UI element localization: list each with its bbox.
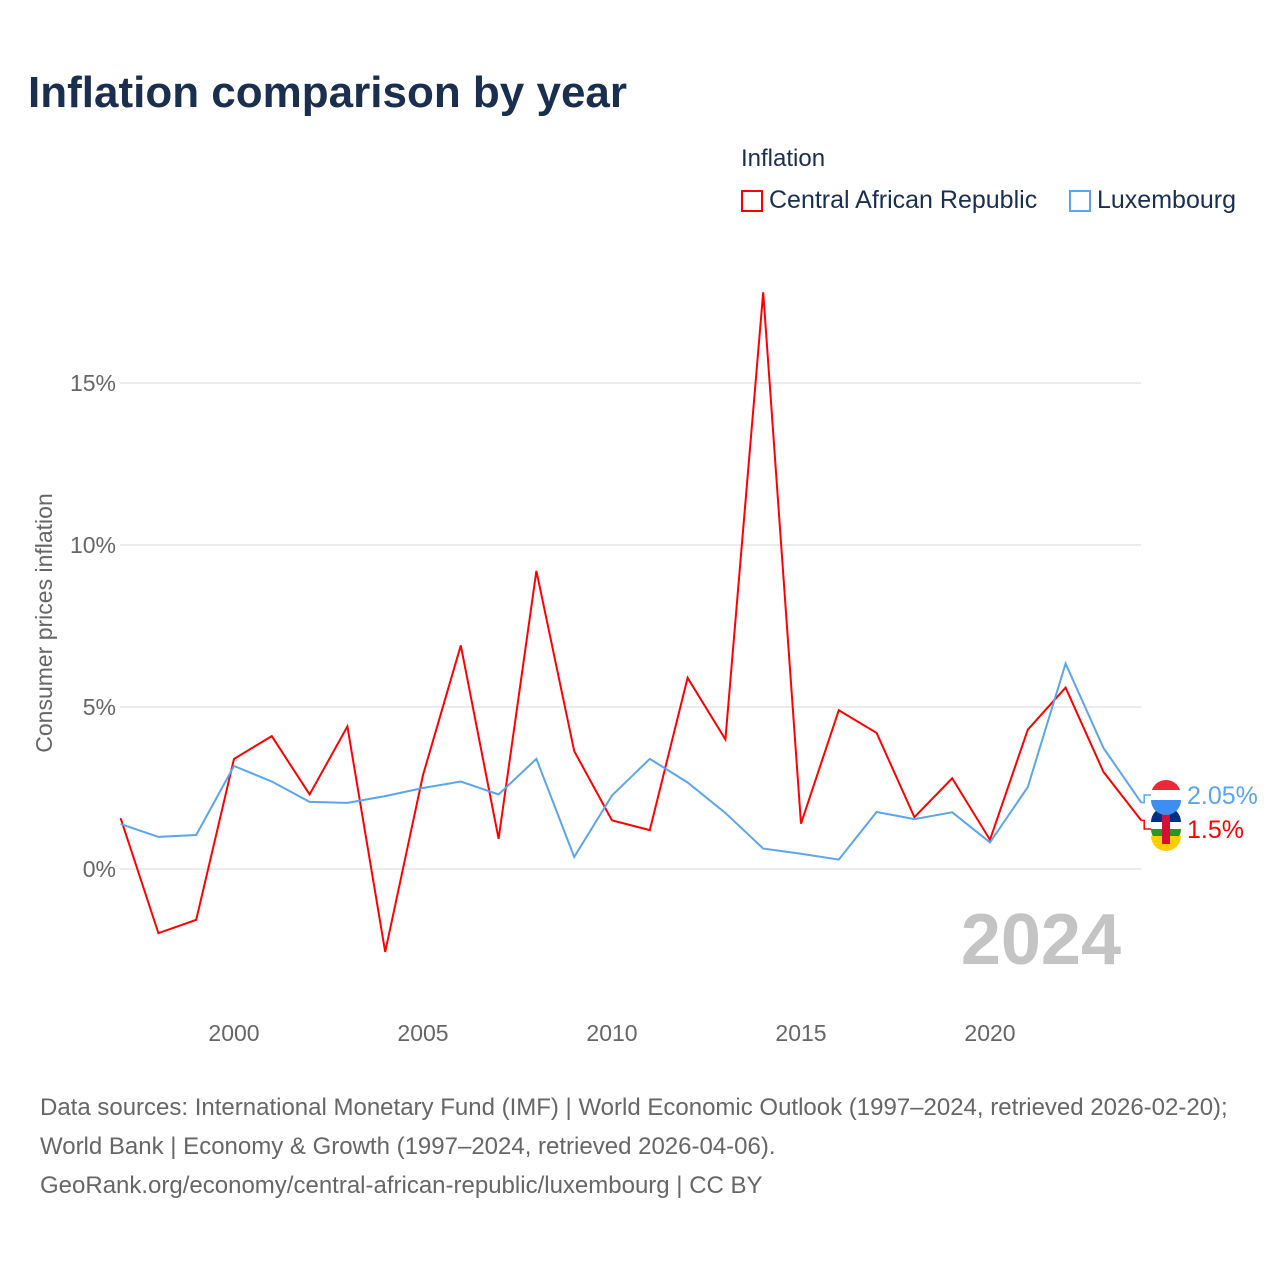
- end-value-label: 1.5%: [1187, 816, 1244, 844]
- flag-stripe: [1162, 814, 1170, 844]
- series-line-car: [119, 292, 1142, 953]
- source-link[interactable]: GeoRank.org/economy/central-african-repu…: [40, 1172, 763, 1199]
- legend-title: Inflation: [741, 145, 826, 172]
- label-connector: [1141, 819, 1152, 830]
- label-connector: [1141, 794, 1152, 804]
- legend-item-car[interactable]: Central African Republic: [741, 186, 1037, 215]
- y-tick-label: 10%: [70, 532, 116, 558]
- y-tick-label: 5%: [83, 694, 116, 720]
- x-tick-label: 2010: [586, 1020, 637, 1046]
- legend-swatch: [741, 189, 763, 212]
- chart-title: Inflation comparison by year: [28, 68, 628, 117]
- x-tick-label: 2005: [397, 1020, 448, 1046]
- chart-area: 0% 5% 10% 15% 2000 2005 2010 2015 2020 Consumer p…: [31, 292, 1258, 1046]
- y-tick-label: 15%: [70, 370, 116, 396]
- end-value-label: 2.05%: [1187, 782, 1258, 810]
- legend-label: Luxembourg: [1097, 186, 1236, 214]
- y-axis-label: Consumer prices inflation: [31, 493, 57, 753]
- x-tick-label: 2020: [964, 1020, 1015, 1046]
- flag-stripe: [1151, 790, 1181, 800]
- x-tick-label: 2015: [775, 1020, 826, 1046]
- legend-swatch: [1069, 189, 1091, 212]
- source-text: Data sources: International Monetary Fun…: [40, 1094, 1228, 1160]
- data-sources: Data sources: International Monetary Fun…: [40, 1088, 1250, 1205]
- x-tick-label: 2000: [208, 1020, 259, 1046]
- y-tick-label: 0%: [83, 856, 116, 882]
- legend-label: Central African Republic: [769, 186, 1038, 214]
- legend-item-luxembourg[interactable]: Luxembourg: [1069, 186, 1236, 215]
- year-watermark: 2024: [961, 900, 1121, 980]
- flag-stripe: [1151, 800, 1181, 815]
- series-line-luxembourg: [120, 660, 1143, 861]
